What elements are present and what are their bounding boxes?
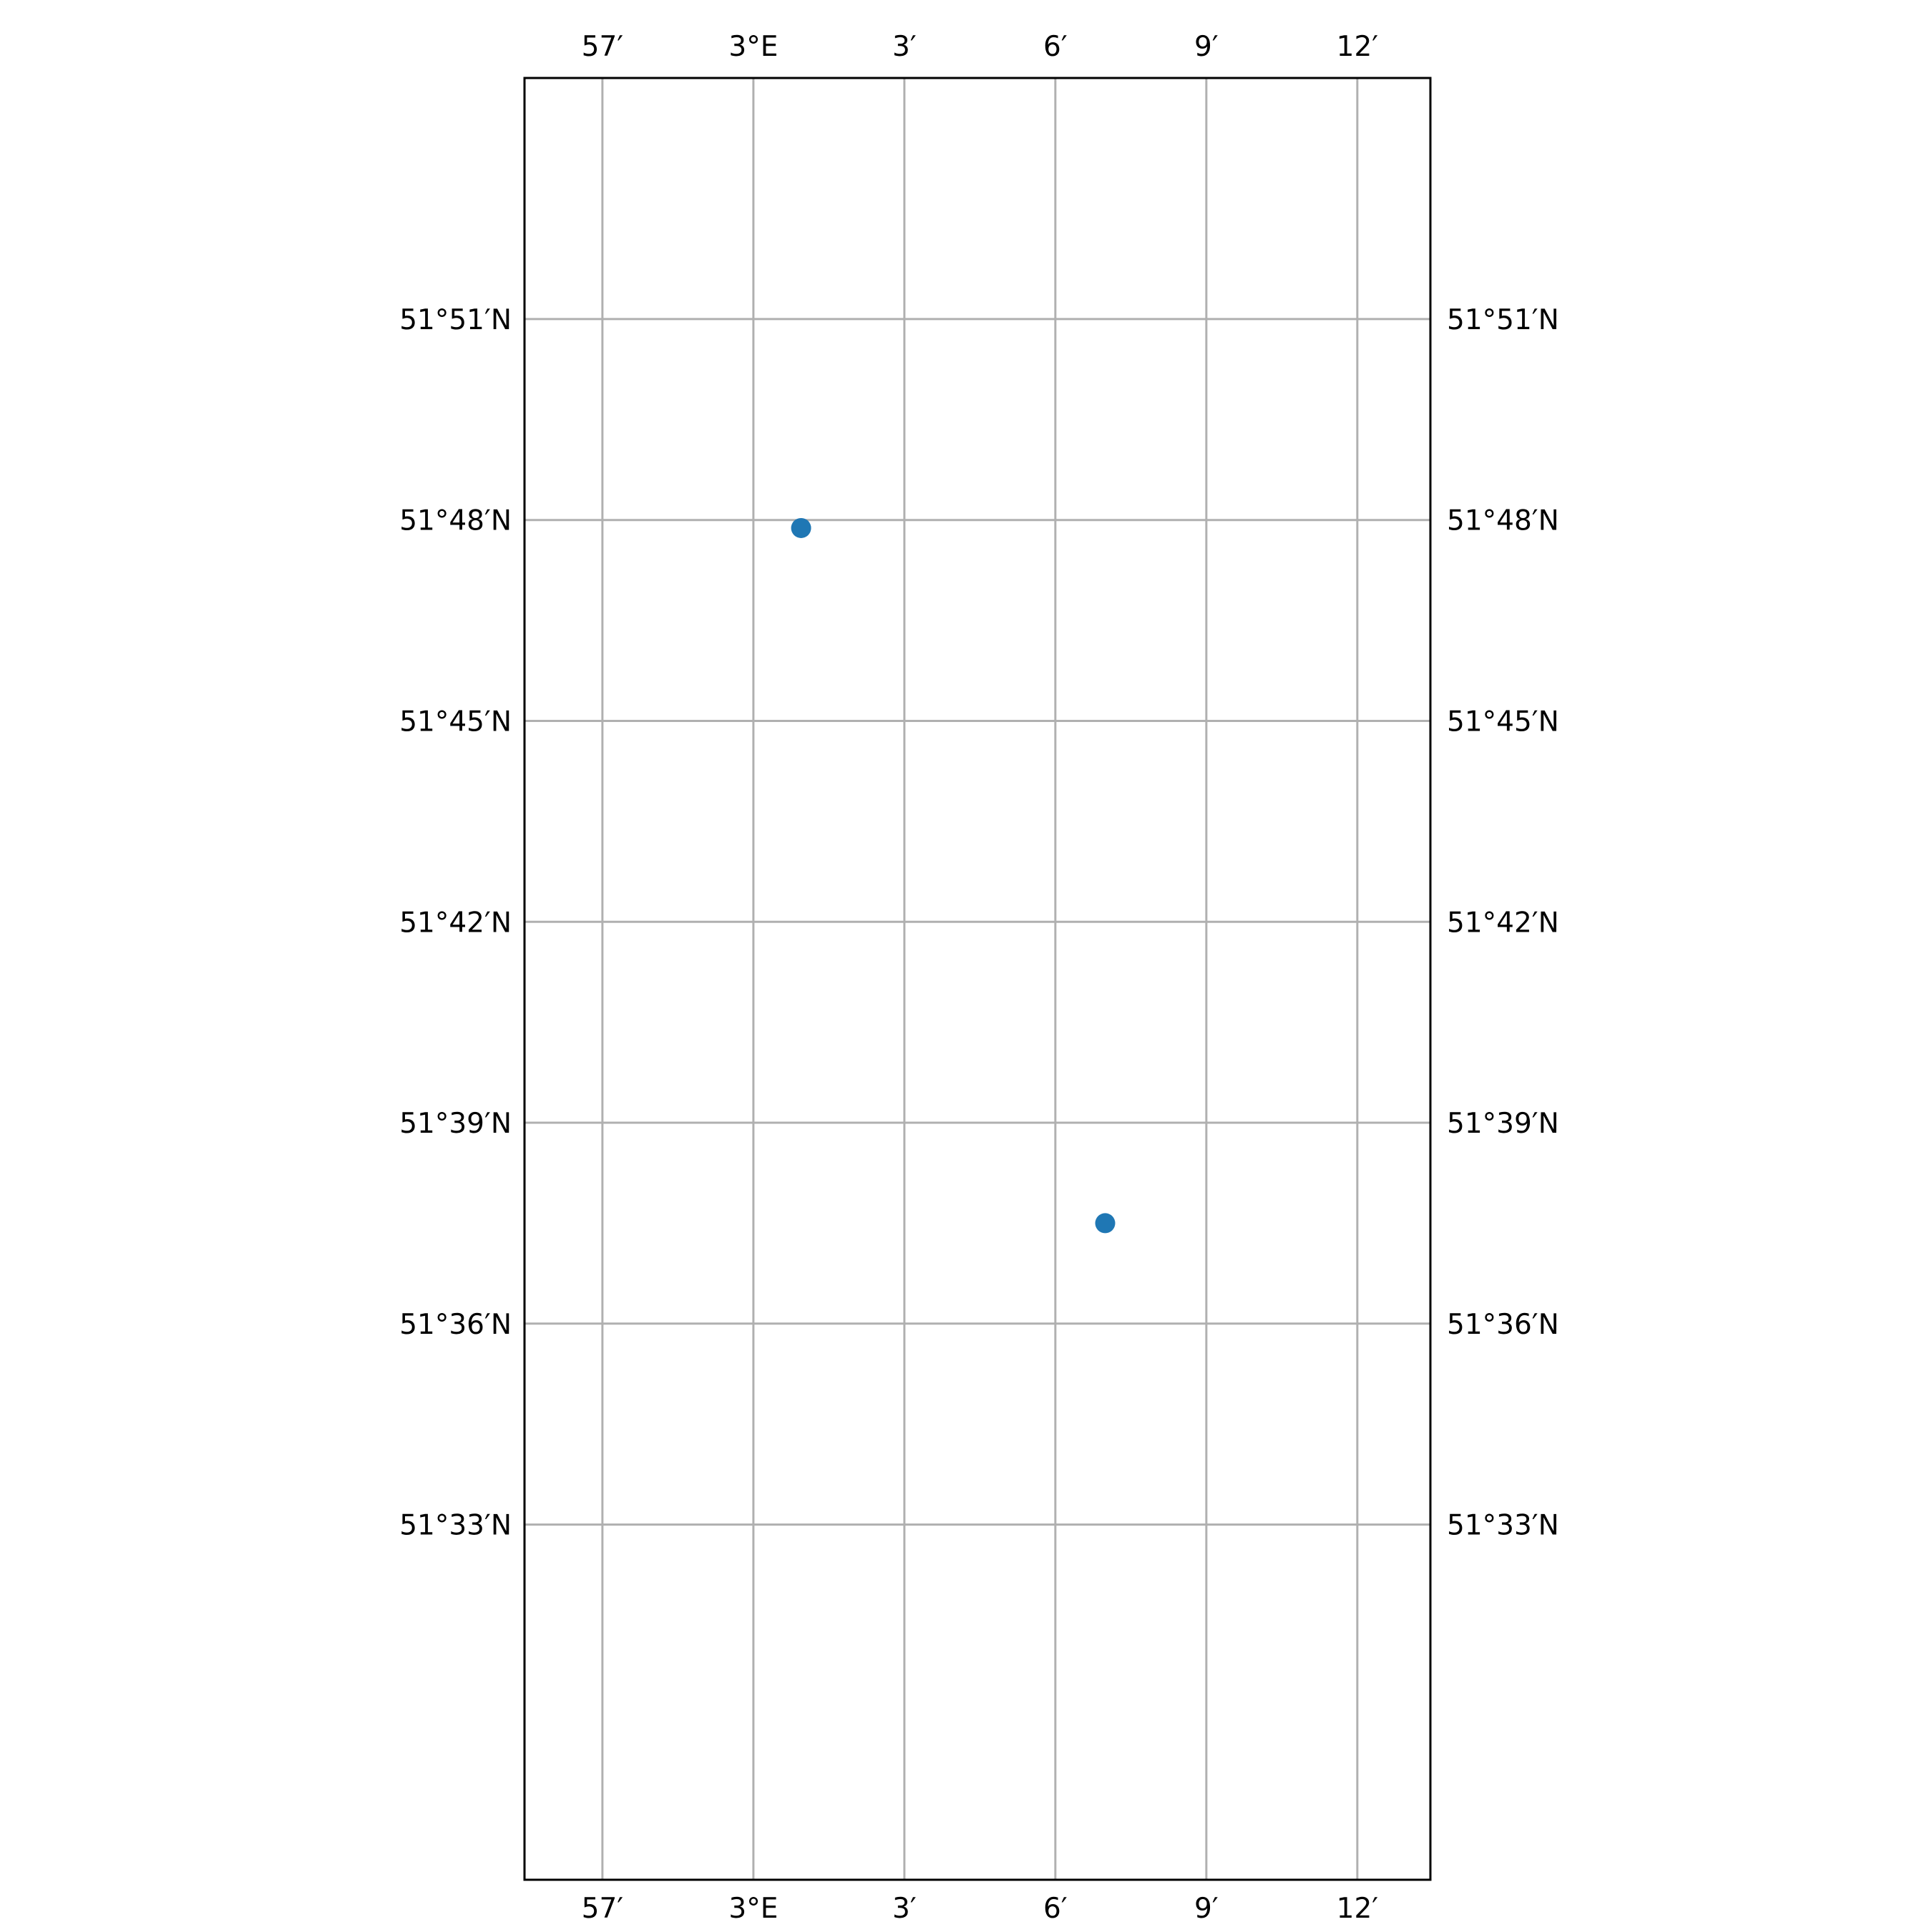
lon-tick-label-bottom: 12′	[1337, 1893, 1378, 1925]
lat-tick-label-right: 51°51′N	[1447, 304, 1559, 336]
lat-tick-label-right: 51°36′N	[1447, 1309, 1559, 1341]
lat-tick-label-left: 51°42′N	[399, 907, 512, 939]
lon-tick-label-bottom: 9′	[1194, 1893, 1219, 1925]
lon-tick-label-top: 57′	[582, 31, 623, 63]
map-frame	[523, 77, 1432, 1881]
latitude-gridlines	[525, 318, 1430, 1526]
lat-tick-label-left: 51°33′N	[399, 1510, 512, 1542]
lon-tick-label-bottom: 3′	[892, 1893, 917, 1925]
data-point	[791, 517, 811, 538]
lat-tick-label-right: 51°33′N	[1447, 1510, 1559, 1542]
lat-tick-label-left: 51°39′N	[399, 1108, 512, 1140]
lat-tick-label-left: 51°48′N	[399, 505, 512, 537]
top-longitude-labels: 57′ 3°E 3′ 6′ 9′ 12′	[582, 31, 1378, 63]
lat-tick-label-right: 51°45′N	[1447, 706, 1559, 738]
lat-tick-label-left: 51°36′N	[399, 1309, 512, 1341]
right-latitude-labels: 51°51′N 51°48′N 51°45′N 51°42′N 51°39′N 51°36…	[1447, 304, 1559, 1542]
left-latitude-labels: 51°51′N 51°48′N 51°45′N 51°42′N 51°39′N 51°36…	[399, 304, 512, 1542]
lat-tick-label-left: 51°51′N	[399, 304, 512, 336]
lat-tick-label-right: 51°42′N	[1447, 907, 1559, 939]
lon-tick-label-bottom: 3°E	[728, 1893, 778, 1925]
lon-tick-label-top: 6′	[1043, 31, 1068, 63]
data-points	[791, 517, 1116, 1234]
lon-tick-label-top: 12′	[1337, 31, 1378, 63]
lat-tick-label-right: 51°39′N	[1447, 1108, 1559, 1140]
lat-tick-label-right: 51°48′N	[1447, 505, 1559, 537]
data-point	[1095, 1213, 1116, 1234]
longitude-gridlines	[601, 78, 1359, 1880]
lon-tick-label-bottom: 6′	[1043, 1893, 1068, 1925]
lon-tick-label-bottom: 57′	[582, 1893, 623, 1925]
bottom-longitude-labels: 57′ 3°E 3′ 6′ 9′ 12′	[582, 1893, 1378, 1925]
lon-tick-label-top: 9′	[1194, 31, 1219, 63]
lon-tick-label-top: 3°E	[728, 31, 778, 63]
lat-tick-label-left: 51°45′N	[399, 706, 512, 738]
lon-tick-label-top: 3′	[892, 31, 917, 63]
